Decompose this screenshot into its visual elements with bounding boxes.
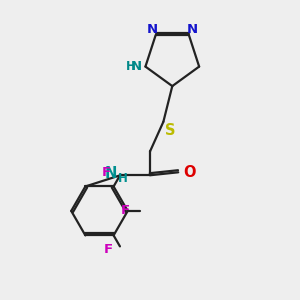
Text: F: F — [102, 166, 111, 179]
Text: O: O — [183, 165, 196, 180]
Text: H: H — [126, 60, 136, 73]
Text: S: S — [165, 123, 175, 138]
Text: F: F — [103, 243, 112, 256]
Text: N: N — [130, 60, 142, 73]
Text: N: N — [105, 166, 117, 181]
Text: N: N — [186, 23, 197, 36]
Text: F: F — [121, 204, 130, 218]
Text: H: H — [118, 172, 128, 185]
Text: N: N — [147, 23, 158, 36]
